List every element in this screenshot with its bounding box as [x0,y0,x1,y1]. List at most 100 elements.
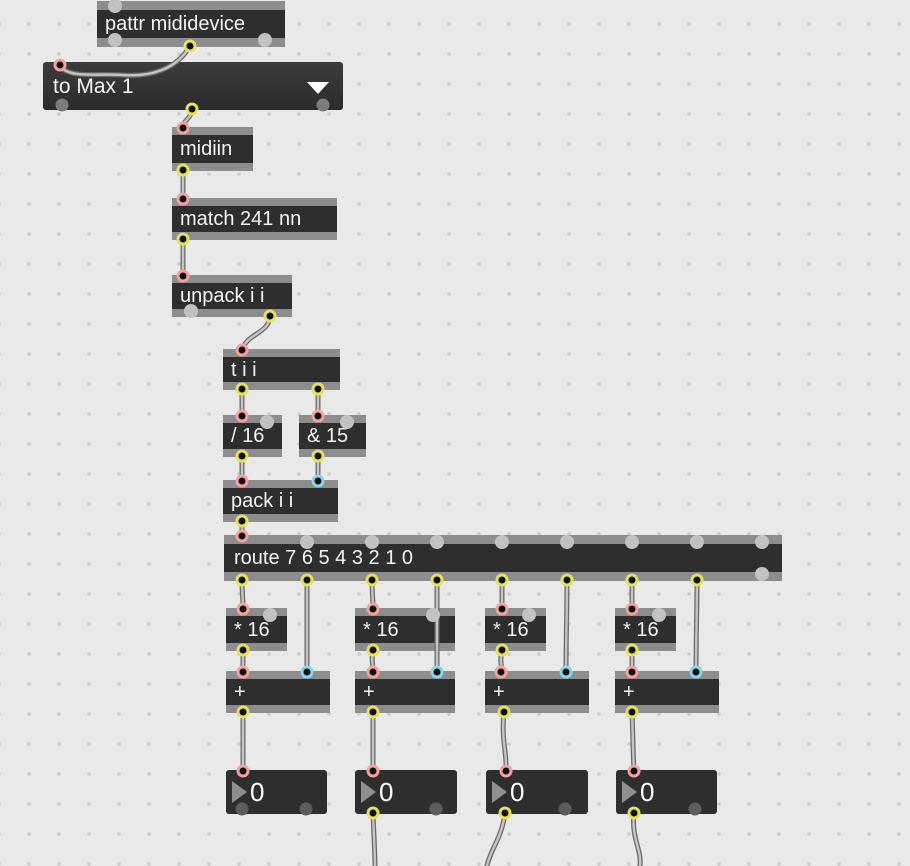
outlet-unconnected[interactable] [558,802,572,816]
inlet-cold[interactable] [430,665,444,679]
outlet[interactable] [366,705,380,719]
object-text: * 16 [493,618,529,641]
outlet-unconnected[interactable] [235,802,249,816]
outlet-unconnected[interactable] [108,33,122,47]
outlet-unconnected[interactable] [184,304,198,318]
number-triangle-icon [232,781,247,803]
inlet-hot[interactable] [495,602,509,616]
inlet-unconnected[interactable] [430,535,444,549]
inlet-hot[interactable] [236,602,250,616]
object-box-add1[interactable]: + [226,671,330,713]
outlet[interactable] [263,309,277,323]
outlet[interactable] [365,573,379,587]
outlet[interactable] [235,514,249,528]
inlet-hot[interactable] [366,764,380,778]
inlet-hot[interactable] [176,121,190,135]
outlet[interactable] [366,643,380,657]
outlet-unconnected[interactable] [429,802,443,816]
inlet-cold[interactable] [300,665,314,679]
inlet-hot[interactable] [627,764,641,778]
inlet-hot[interactable] [235,474,249,488]
patch-cord[interactable] [57,43,193,78]
object-box-mul3[interactable]: * 16 [485,608,546,651]
outlet[interactable] [236,705,250,719]
outlet[interactable] [235,449,249,463]
inlet-hot[interactable] [235,343,249,357]
object-box-match[interactable]: match 241 nn [172,198,337,240]
inlet-hot[interactable] [366,602,380,616]
inlet-unconnected[interactable] [495,535,509,549]
outlet[interactable] [497,705,511,719]
inlet-unconnected[interactable] [426,608,440,622]
outlet-unconnected[interactable] [299,802,313,816]
outlet[interactable] [366,806,380,820]
outlet[interactable] [183,39,197,53]
outlet-unconnected[interactable] [755,567,769,581]
inlet-unconnected[interactable] [625,535,639,549]
inlet-unconnected[interactable] [690,535,704,549]
outlet[interactable] [560,573,574,587]
inlet-unconnected[interactable] [755,535,769,549]
inlet-cold[interactable] [311,474,325,488]
inlet-hot[interactable] [236,764,250,778]
outlet[interactable] [690,573,704,587]
outlet[interactable] [235,382,249,396]
inlet-hot[interactable] [625,665,639,679]
inlet-cold[interactable] [689,665,703,679]
inlet-hot[interactable] [53,58,67,72]
umenu-dropdown[interactable]: to Max 1 [43,62,343,110]
inlet-hot[interactable] [235,529,249,543]
inlet-hot[interactable] [176,192,190,206]
inlet-unconnected[interactable] [340,415,354,429]
inlet-unconnected[interactable] [560,535,574,549]
inlet-hot[interactable] [499,764,513,778]
outlet[interactable] [311,449,325,463]
inlet-strip [226,671,330,679]
inlet-unconnected[interactable] [263,608,277,622]
outlet-unconnected[interactable] [688,802,702,816]
object-text: pack i i [231,490,294,512]
outlet[interactable] [311,382,325,396]
inlet-unconnected[interactable] [260,415,274,429]
outlet-unconnected[interactable] [316,98,330,112]
outlet[interactable] [625,573,639,587]
outlet[interactable] [498,806,512,820]
inlet-strip [485,671,589,679]
outlet[interactable] [627,806,641,820]
inlet-hot[interactable] [311,409,325,423]
inlet-hot[interactable] [235,409,249,423]
outlet[interactable] [625,705,639,719]
outlet-strip [172,232,337,240]
outlet[interactable] [235,573,249,587]
outlet-strip [355,643,455,651]
inlet-hot[interactable] [494,665,508,679]
inlet-hot[interactable] [625,602,639,616]
outlet[interactable] [300,573,314,587]
outlet-strip [223,449,282,457]
outlet[interactable] [430,573,444,587]
outlet[interactable] [176,163,190,177]
inlet-hot[interactable] [366,665,380,679]
inlet-unconnected[interactable] [522,608,536,622]
inlet-hot[interactable] [236,665,250,679]
inlet-strip [355,608,455,616]
inlet-unconnected[interactable] [300,535,314,549]
object-box-mul4[interactable]: * 16 [615,608,676,651]
inlet-unconnected[interactable] [108,0,122,13]
outlet-unconnected[interactable] [258,33,272,47]
outlet[interactable] [185,102,199,116]
object-box-and15[interactable]: & 15 [299,415,366,457]
outlet[interactable] [176,232,190,246]
outlet-unconnected[interactable] [55,98,69,112]
outlet[interactable] [495,643,509,657]
inlet-unconnected[interactable] [652,608,666,622]
outlet[interactable] [236,643,250,657]
inlet-cold[interactable] [559,665,573,679]
outlet[interactable] [625,643,639,657]
inlet-unconnected[interactable] [365,535,379,549]
outlet[interactable] [495,573,509,587]
inlet-hot[interactable] [176,269,190,283]
inlet-strip [615,608,676,616]
